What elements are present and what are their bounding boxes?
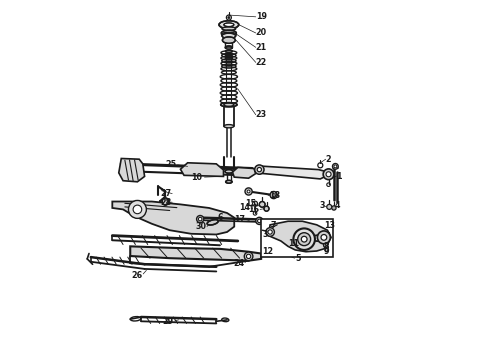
Text: 10: 10 <box>191 173 202 182</box>
Ellipse shape <box>224 23 234 27</box>
Circle shape <box>321 234 327 240</box>
Text: 21: 21 <box>256 43 267 52</box>
Circle shape <box>255 165 264 174</box>
Text: 25: 25 <box>166 161 177 170</box>
Circle shape <box>258 219 261 223</box>
Circle shape <box>298 233 311 246</box>
Circle shape <box>196 216 204 223</box>
Ellipse shape <box>224 125 234 128</box>
Text: 17: 17 <box>234 215 245 224</box>
Ellipse shape <box>225 57 232 59</box>
Ellipse shape <box>225 180 232 183</box>
Text: 11: 11 <box>288 239 299 248</box>
Circle shape <box>128 201 147 219</box>
Text: 4: 4 <box>335 201 340 210</box>
Circle shape <box>325 248 329 252</box>
Text: 30: 30 <box>196 222 206 231</box>
Circle shape <box>198 217 202 221</box>
Ellipse shape <box>222 37 235 43</box>
Text: 3: 3 <box>319 201 324 210</box>
Text: 29: 29 <box>163 317 174 326</box>
Ellipse shape <box>225 46 232 49</box>
Ellipse shape <box>221 32 236 37</box>
Text: 22: 22 <box>256 58 267 67</box>
Text: 19: 19 <box>256 12 267 21</box>
Text: 12: 12 <box>262 247 273 256</box>
Circle shape <box>246 254 251 258</box>
Text: 18: 18 <box>270 191 280 200</box>
Text: 1: 1 <box>337 172 342 181</box>
Circle shape <box>327 204 332 210</box>
Circle shape <box>301 236 307 242</box>
Text: 16: 16 <box>248 205 259 214</box>
Circle shape <box>333 163 338 169</box>
Ellipse shape <box>225 47 232 49</box>
Polygon shape <box>180 163 223 176</box>
Ellipse shape <box>225 170 233 173</box>
Text: 8: 8 <box>324 242 329 251</box>
Text: 20: 20 <box>256 28 267 37</box>
Ellipse shape <box>222 27 236 31</box>
Circle shape <box>133 205 142 214</box>
Circle shape <box>245 188 252 195</box>
Ellipse shape <box>221 30 236 36</box>
Circle shape <box>326 172 331 177</box>
Ellipse shape <box>219 21 239 29</box>
Circle shape <box>332 206 336 210</box>
Circle shape <box>334 165 337 168</box>
Text: 6: 6 <box>218 213 223 222</box>
Circle shape <box>294 228 315 250</box>
Text: 24: 24 <box>233 259 245 268</box>
Bar <box>261 220 333 257</box>
Polygon shape <box>130 246 261 261</box>
Circle shape <box>272 194 275 197</box>
Text: 5: 5 <box>295 255 301 264</box>
Circle shape <box>323 243 328 247</box>
Text: 14: 14 <box>240 203 250 212</box>
Text: 27: 27 <box>160 189 172 198</box>
Text: 28: 28 <box>160 198 172 207</box>
Circle shape <box>228 17 230 19</box>
Ellipse shape <box>207 220 219 225</box>
Text: 15: 15 <box>245 199 256 208</box>
Text: 23: 23 <box>256 110 267 119</box>
Circle shape <box>247 190 250 193</box>
Circle shape <box>268 230 272 234</box>
Text: 13: 13 <box>324 221 336 230</box>
Circle shape <box>318 231 330 244</box>
Ellipse shape <box>225 50 232 53</box>
Circle shape <box>270 192 277 199</box>
Circle shape <box>259 202 265 207</box>
Ellipse shape <box>162 198 169 205</box>
Text: 9: 9 <box>324 247 329 256</box>
Ellipse shape <box>222 33 236 39</box>
Polygon shape <box>232 167 256 178</box>
Ellipse shape <box>220 103 237 107</box>
Text: 7: 7 <box>271 221 276 230</box>
Circle shape <box>256 217 263 225</box>
Circle shape <box>257 167 262 172</box>
Text: 3: 3 <box>263 230 269 239</box>
Circle shape <box>323 169 334 180</box>
Ellipse shape <box>225 54 232 56</box>
Text: 2: 2 <box>326 155 331 164</box>
Polygon shape <box>119 158 145 182</box>
Polygon shape <box>269 221 331 252</box>
Polygon shape <box>259 166 324 179</box>
Polygon shape <box>112 202 234 234</box>
Circle shape <box>266 228 274 236</box>
Text: 26: 26 <box>132 270 143 279</box>
Circle shape <box>245 252 253 261</box>
Circle shape <box>264 206 269 211</box>
